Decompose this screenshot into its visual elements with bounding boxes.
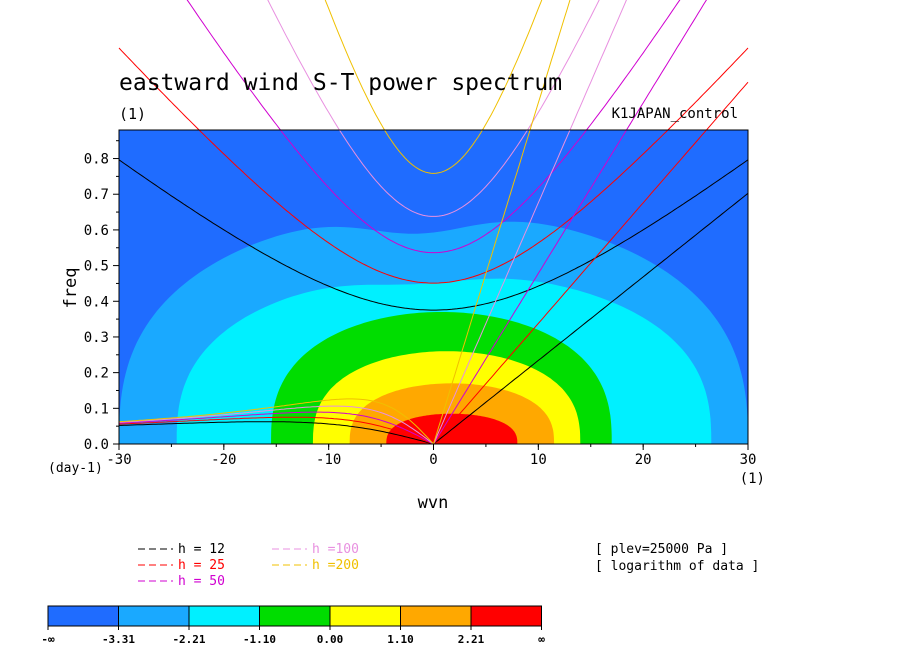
ig-curve-h12 [118, 159, 749, 311]
ig-curve-h25 [118, 47, 749, 284]
y-tick-label: 0.4 [84, 294, 109, 310]
y-tick-label: 0.7 [84, 187, 109, 203]
colorbar-tick-label: -2.21 [172, 633, 205, 646]
ig-curve-h200 [324, 0, 543, 174]
rossby-curve-h100 [118, 405, 434, 444]
colorbar-swatch-1 [118, 605, 190, 627]
x-axis: -30 -20 -10 0 10 20 30 [106, 444, 756, 468]
kelvin-curve-h200 [433, 0, 571, 444]
y-axis-units: (day-1) [48, 461, 103, 476]
info-line-log: [ logarithm of data ] [595, 559, 759, 574]
colorbar-swatch-2 [188, 605, 260, 627]
x-tick-label: 20 [635, 452, 652, 468]
colorbar-tick-label: 0.00 [317, 633, 344, 646]
kelvin-curve-h100 [433, 0, 627, 444]
x-tick-label: -20 [211, 452, 236, 468]
x-tick-label: 10 [530, 452, 547, 468]
rossby-curve-h25 [118, 416, 434, 444]
x-axis-label: wvn [418, 493, 449, 513]
legend-label-h100: h =100 [312, 542, 359, 557]
x-tick-label: -30 [106, 452, 131, 468]
x-tick-label: 0 [429, 452, 437, 468]
legend-label-h12: h = 12 [178, 542, 225, 557]
colorbar-swatch-4 [329, 605, 401, 627]
x-tick-label: -10 [316, 452, 341, 468]
colorbar: -∞ -3.31 -2.21 -1.10 0.00 1.10 2.21 ∞ [41, 605, 545, 646]
colorbar-tick-label: -3.31 [102, 633, 135, 646]
experiment-label: K1JAPAN_control [612, 106, 738, 122]
colorbar-swatch-3 [259, 605, 331, 627]
y-tick-label: 0.0 [84, 437, 109, 453]
y-tick-label: 0.2 [84, 366, 109, 382]
y-tick-label: 0.5 [84, 259, 109, 275]
colorbar-swatch-5 [400, 605, 472, 627]
colorbar-tick-label: 1.10 [387, 633, 414, 646]
dispersion-curves [118, 0, 749, 444]
colorbar-swatch-0 [47, 605, 119, 627]
title-units: (1) [119, 105, 146, 123]
x-axis-units: (1) [740, 471, 765, 487]
kelvin-curve-h25 [433, 81, 749, 444]
chart-title: eastward wind S-T power spectrum [119, 70, 562, 96]
y-tick-label: 0.1 [84, 401, 109, 417]
colorbar-tick-label: ∞ [538, 633, 545, 646]
legend-label-h200: h =200 [312, 558, 359, 573]
colorbar-tick-label: -1.10 [243, 633, 276, 646]
y-axis: 0.0 0.1 0.2 0.3 0.4 0.5 0.6 0.7 0.8 [84, 140, 119, 453]
kelvin-curve-h50 [433, 0, 707, 444]
ig-curve-h50 [186, 0, 681, 254]
rossby-curve-h12 [119, 421, 434, 444]
colorbar-swatch-6 [470, 605, 542, 627]
y-axis-label: freq [61, 268, 81, 309]
colorbar-tick-label: 2.21 [458, 633, 485, 646]
legend-label-h50: h = 50 [178, 574, 225, 589]
rossby-curve-h50 [118, 411, 434, 444]
kelvin-curve-h12 [433, 192, 749, 444]
y-tick-label: 0.8 [84, 152, 109, 168]
x-tick-label: 30 [740, 452, 757, 468]
info-line-plev: [ plev=25000 Pa ] [595, 542, 728, 557]
colorbar-tick-label: -∞ [41, 633, 55, 646]
y-tick-label: 0.3 [84, 330, 109, 346]
ig-curve-h100 [267, 0, 600, 217]
rossby-curve-h200 [118, 398, 434, 444]
y-tick-label: 0.6 [84, 223, 109, 239]
contour-fills [119, 130, 748, 444]
legend-label-h25: h = 25 [178, 558, 225, 573]
